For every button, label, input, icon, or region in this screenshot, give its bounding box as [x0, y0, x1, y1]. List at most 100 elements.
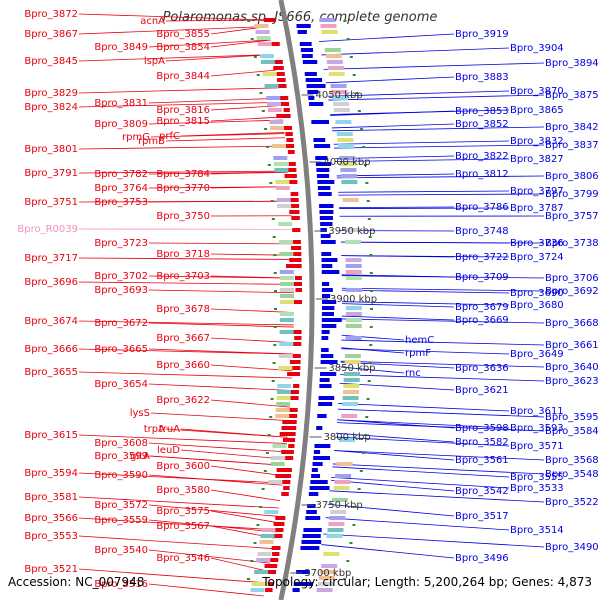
tick-mark — [367, 380, 371, 382]
tick-mark — [246, 578, 250, 580]
tick-mark — [355, 506, 359, 508]
gene-block-right — [326, 60, 343, 64]
left-gene-label: Bpro_3791 — [24, 168, 78, 179]
gene-block-right — [325, 54, 342, 58]
right-leader-line — [341, 339, 545, 346]
tick-mark — [352, 74, 356, 76]
left-gene-label: Bpro_3546 — [156, 553, 210, 564]
tick-mark — [361, 452, 365, 454]
reverse-gene-mark — [318, 192, 332, 196]
left-leader-line — [165, 54, 274, 62]
left-gene-label: Bpro_3590 — [94, 470, 148, 481]
gene-block-right — [328, 72, 345, 76]
tick-mark — [267, 434, 271, 436]
gene-block-right — [344, 240, 361, 244]
reverse-gene-mark — [321, 312, 334, 316]
left-gene-label: Bpro_3521 — [24, 564, 78, 575]
right-gene-label: Bpro_3904 — [510, 43, 564, 54]
left-gene-label: Bpro_3750 — [156, 211, 210, 222]
gene-block-left — [254, 24, 269, 28]
left-gene-label: Bpro_3654 — [94, 379, 148, 390]
tick-mark — [346, 560, 350, 562]
left-gene-labels: Bpro_3872 acnA Bpro_3855 Bpro_3867 Bpro_3849… — [17, 9, 210, 590]
gene-block-right — [317, 582, 334, 586]
gene-block-right — [336, 132, 353, 136]
left-leader-line — [210, 69, 276, 77]
left-leader-line — [78, 371, 292, 379]
gene-block-right — [345, 270, 362, 274]
left-leader-line — [78, 281, 294, 285]
reverse-gene-mark — [319, 384, 332, 388]
right-leader-line — [339, 206, 455, 209]
gene-block-right — [333, 102, 350, 106]
right-gene-label: Bpro_3548 — [545, 469, 599, 480]
forward-gene-mark — [276, 114, 291, 118]
forward-gene-mark — [284, 144, 295, 148]
tick-mark — [369, 344, 373, 346]
forward-gene-mark — [282, 438, 296, 442]
reverse-gene-mark — [319, 378, 330, 382]
gene-block-left — [279, 312, 294, 316]
gene-block-left — [276, 396, 291, 400]
right-leader-line — [341, 303, 455, 308]
tick-mark — [270, 398, 274, 400]
right-gene-label: Bpro_3680 — [510, 300, 564, 311]
left-gene-label: Bpro_3615 — [24, 430, 78, 441]
left-gene-label: lysS — [130, 408, 150, 419]
tick-mark — [271, 380, 275, 382]
gene-block-right — [320, 570, 337, 574]
tick-mark — [271, 218, 275, 220]
reverse-gene-mark — [321, 282, 330, 286]
reverse-gene-mark — [305, 516, 321, 520]
right-leader-line — [341, 301, 510, 306]
left-leader-line — [210, 116, 283, 122]
gene-block-right — [331, 90, 348, 94]
map-title: Polaromonas sp. JS666, complete genome — [162, 10, 438, 25]
forward-gene-mark — [292, 228, 301, 232]
right-gene-label: Bpro_3736 — [510, 238, 564, 249]
right-gene-label: Bpro_3542 — [455, 486, 509, 497]
tick-mark — [261, 110, 265, 112]
gene-block-left — [259, 540, 274, 544]
right-leader-line — [341, 255, 510, 258]
tick-mark — [357, 110, 361, 112]
left-leader-line — [148, 289, 294, 294]
right-gene-label: Bpro_3623 — [545, 376, 599, 387]
left-gene-label: Bpro_3672 — [94, 318, 148, 329]
right-gene-label: Bpro_3533 — [510, 483, 564, 494]
gene-block-left — [257, 42, 272, 46]
left-leader-line — [148, 504, 278, 517]
left-gene-label: lspA — [144, 56, 165, 67]
reverse-gene-mark — [311, 468, 318, 472]
tick-mark — [355, 92, 359, 94]
tick-mark — [367, 218, 371, 220]
reverse-gene-mark — [321, 258, 338, 262]
reverse-gene-mark — [296, 24, 311, 28]
gene-block-left — [260, 60, 275, 64]
right-gene-label: Bpro_3757 — [545, 211, 599, 222]
gene-block-left — [269, 120, 284, 124]
tick-mark — [366, 398, 370, 400]
forward-gene-mark — [288, 396, 299, 400]
gene-block-left — [278, 222, 293, 226]
left-gene-label: Bpro_3674 — [24, 316, 78, 327]
forward-gene-mark — [271, 546, 281, 550]
left-leader-line — [210, 171, 289, 175]
left-leader-line — [210, 308, 294, 313]
tick-mark — [343, 20, 347, 22]
left-gene-label: Bpro_3782 — [94, 169, 148, 180]
gene-block-left — [272, 144, 287, 148]
gene-tracks — [246, 18, 373, 592]
left-gene-label: Bpro_3667 — [156, 333, 210, 344]
forward-gene-mark — [290, 204, 300, 208]
reverse-gene-mark — [316, 174, 330, 178]
reverse-gene-mark — [299, 42, 312, 46]
left-gene-label: Bpro_3516 — [94, 579, 148, 590]
left-gene-label: Bpro_3809 — [94, 119, 148, 130]
gene-block-right — [345, 264, 362, 268]
right-gene-label: Bpro_3593 — [510, 423, 564, 434]
forward-gene-mark — [284, 174, 297, 178]
left-gene-label: acnA — [140, 16, 165, 27]
right-gene-label: Bpro_3842 — [545, 122, 599, 133]
gene-block-right — [330, 510, 347, 514]
